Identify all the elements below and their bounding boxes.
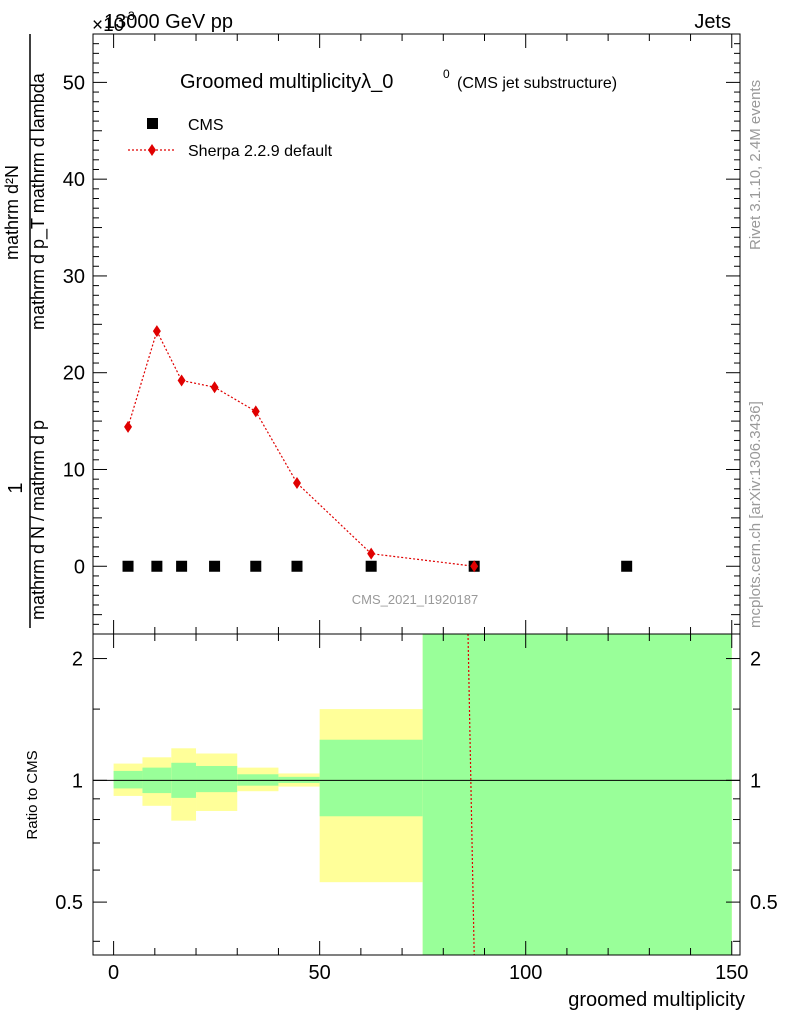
legend: CMS Sherpa 2.2.9 default <box>128 117 333 160</box>
main-ytick-label: 20 <box>63 363 85 385</box>
analysis-id: CMS_2021_I1920187 <box>352 592 479 607</box>
ratio-xtick-label: 100 <box>509 962 542 984</box>
mcplots-label: mcplots.cern.ch [arXiv:1306.3436] <box>747 401 764 628</box>
sherpa-point <box>470 560 479 573</box>
ratio-frame <box>92 633 741 956</box>
rivet-version-label: Rivet 3.1.10, 2.4M events <box>747 80 764 250</box>
legend-sherpa-marker <box>148 144 156 156</box>
ylabel-bottom: mathrm d p_T mathrm d lambda <box>28 72 49 330</box>
cms-series-points <box>122 560 633 572</box>
cms-point <box>250 560 262 572</box>
cms-point <box>209 560 221 572</box>
ratio-tick-labels: 0.5 0.5 1 1 2 2 0 50 100 150 <box>55 649 778 984</box>
exponent-power: -3 <box>124 9 135 23</box>
ylabel-denominator: mathrm d N / mathrm d p <box>28 420 48 620</box>
main-ytick-label: 30 <box>63 266 85 288</box>
main-axis-ticks <box>93 33 740 635</box>
ratio-xtick-label: 150 <box>715 962 748 984</box>
main-ytick-label: 50 <box>63 72 85 94</box>
ratio-ytick-label: 0.5 <box>55 892 83 914</box>
ratio-axis-ticks <box>93 634 740 955</box>
chart-subtitle: (CMS jet substructure) <box>457 75 617 92</box>
chart-title: Groomed multiplicityλ_0 <box>180 71 393 93</box>
energy-label: 13000 GeV pp <box>104 11 233 33</box>
sherpa-point <box>251 405 260 418</box>
sherpa-point <box>210 381 219 394</box>
ratio-ytick-label: 2 <box>72 649 83 671</box>
ratio-xtick-label: 50 <box>309 962 331 984</box>
cms-point <box>291 560 303 572</box>
ratio-band-green <box>113 770 143 789</box>
ratio-bands <box>113 634 732 955</box>
legend-sherpa-label: Sherpa 2.2.9 default <box>188 143 333 160</box>
sherpa-point <box>292 477 301 490</box>
sherpa-point <box>367 547 376 560</box>
cms-point <box>365 560 377 572</box>
sherpa-series-line <box>127 329 475 567</box>
sherpa-line-path <box>127 329 475 567</box>
sherpa-point <box>177 374 186 387</box>
main-ytick-label: 40 <box>63 169 85 191</box>
sherpa-series-points <box>124 325 479 573</box>
ylabel-numerator: 1 <box>5 482 27 493</box>
ratio-ytick-label-right: 1 <box>750 770 761 792</box>
main-ylabel: 1 mathrm d N / mathrm d p mathrm d²N mat… <box>2 34 49 628</box>
ratio-ylabel: Ratio to CMS <box>24 750 41 839</box>
main-title: Groomed multiplicityλ_0 0 (CMS jet subst… <box>180 67 617 93</box>
main-tick-labels: 0 10 20 30 40 50 <box>63 72 85 578</box>
sherpa-point <box>152 325 161 338</box>
xlabel: groomed multiplicity <box>568 989 745 1011</box>
exponent-label: ×10 <box>92 15 124 36</box>
chart-title-superscript: 0 <box>443 67 450 81</box>
ylabel-top: mathrm d²N <box>2 165 22 260</box>
legend-cms-label: CMS <box>188 117 224 134</box>
cms-point <box>176 560 188 572</box>
ratio-ytick-label-right: 0.5 <box>750 892 778 914</box>
cms-point <box>122 560 134 572</box>
cms-point <box>621 560 633 572</box>
main-ytick-label: 10 <box>63 459 85 481</box>
ratio-band-green <box>196 765 238 793</box>
ratio-band-green <box>319 739 423 817</box>
category-label: Jets <box>694 11 731 33</box>
ratio-xtick-label: 0 <box>108 962 119 984</box>
ratio-mc-line <box>467 633 475 956</box>
ratio-band-green <box>422 634 732 955</box>
main-ytick-label: 0 <box>74 556 85 578</box>
ratio-ytick-label: 1 <box>72 770 83 792</box>
legend-cms-marker <box>147 118 158 129</box>
cms-point <box>151 560 163 572</box>
ratio-ytick-label-right: 2 <box>750 649 761 671</box>
sherpa-point <box>124 420 133 433</box>
